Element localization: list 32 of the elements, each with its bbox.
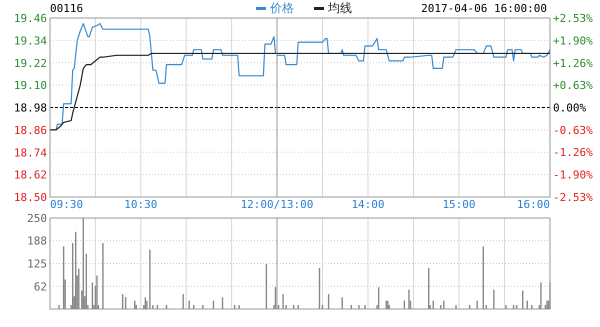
text: +1.26%	[553, 56, 593, 70]
y-tick-label: 250	[27, 212, 47, 225]
y-tick-label: 18.74	[14, 146, 48, 160]
text: -1.26%	[553, 146, 593, 160]
x-tick-label: 10:30	[124, 198, 158, 211]
text: -2.53%	[553, 191, 593, 204]
x-tick-label: 16:00	[516, 198, 550, 211]
y-tick-label: 19.34	[14, 34, 48, 48]
x-tick-label: 14:00	[351, 198, 385, 211]
x-tick-label: 09:30	[50, 198, 84, 211]
legend-label: 均线	[327, 1, 352, 15]
y-tick-label: 18.62	[14, 168, 47, 182]
y-tick-label: 62	[34, 280, 47, 294]
text: -0.63%	[553, 124, 593, 137]
y-tick-label: 19.22	[14, 56, 47, 70]
y-tick-label: 125	[27, 258, 47, 270]
legend-label: 价格	[269, 1, 294, 15]
y-tick-label: 18.86	[14, 124, 47, 137]
y-tick-label: 19.46	[14, 12, 47, 25]
chart-subtitle: 2017-04-06 16:00:00	[421, 2, 547, 15]
y-tick-label: 188	[27, 234, 47, 248]
chart-title: 00116	[50, 2, 84, 15]
x-tick-label: 15:00	[442, 198, 476, 211]
y-tick-label: 19.10	[14, 79, 47, 92]
text: 0.00%	[553, 102, 586, 114]
x-tick-label: 12:00/13:00	[240, 198, 314, 211]
text: -1.90%	[553, 168, 593, 182]
y-tick-label: 18.50	[14, 191, 47, 204]
y-tick-label: 18.98	[14, 102, 47, 114]
text: +0.63%	[553, 79, 593, 92]
text: +2.53%	[553, 12, 593, 25]
text: +1.90%	[553, 34, 593, 48]
